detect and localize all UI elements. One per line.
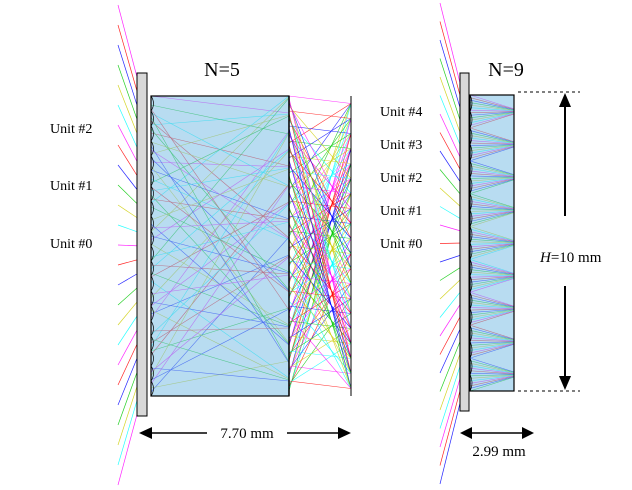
unit-label-n9-2: Unit #2 (380, 171, 422, 186)
width-label-n9: 2.99 mm (472, 444, 526, 460)
arrowhead-left-icon (460, 427, 472, 439)
arrowhead-up-icon (559, 93, 571, 107)
unit-label-n5-0: Unit #0 (50, 237, 92, 252)
unit-label-n9-4: Unit #4 (380, 105, 422, 120)
lenslet-array-n5 (150, 95, 154, 397)
arrowhead-down-icon (559, 376, 571, 390)
unit-label-n9-0: Unit #0 (380, 237, 422, 252)
panel-title-n9: N=9 (488, 59, 524, 81)
unit-label-n5-1: Unit #1 (50, 179, 92, 194)
window-plate-n9 (459, 72, 470, 412)
unit-label-n5-2: Unit #2 (50, 122, 92, 137)
width-dimension-n9: 2.99 mm (460, 427, 534, 460)
panel-title-n5: N=5 (204, 59, 240, 81)
height-dimension-n9: H=10 mm (518, 91, 602, 392)
lenslet-array-n9 (469, 94, 473, 392)
lens-array-block-n5 (150, 95, 290, 397)
arrowhead-left-icon (139, 427, 152, 439)
arrowhead-right-icon (338, 427, 351, 439)
height-label-n9: H=10 mm (539, 250, 602, 266)
unit-label-n9-3: Unit #3 (380, 138, 422, 153)
panel-n9: N=9 Unit #4 Unit #3 Unit #2 Unit #1 Unit… (380, 2, 602, 485)
arrowhead-right-icon (522, 427, 534, 439)
panel-n5: N=5 Unit #2 Unit #1 Unit #0 7.70 mm (50, 4, 352, 486)
width-label-n5: 7.70 mm (220, 426, 274, 442)
width-dimension-n5: 7.70 mm (139, 422, 351, 444)
lens-array-block-n9 (469, 94, 515, 392)
window-plate-n5 (136, 72, 148, 417)
unit-label-n9-1: Unit #1 (380, 204, 422, 219)
